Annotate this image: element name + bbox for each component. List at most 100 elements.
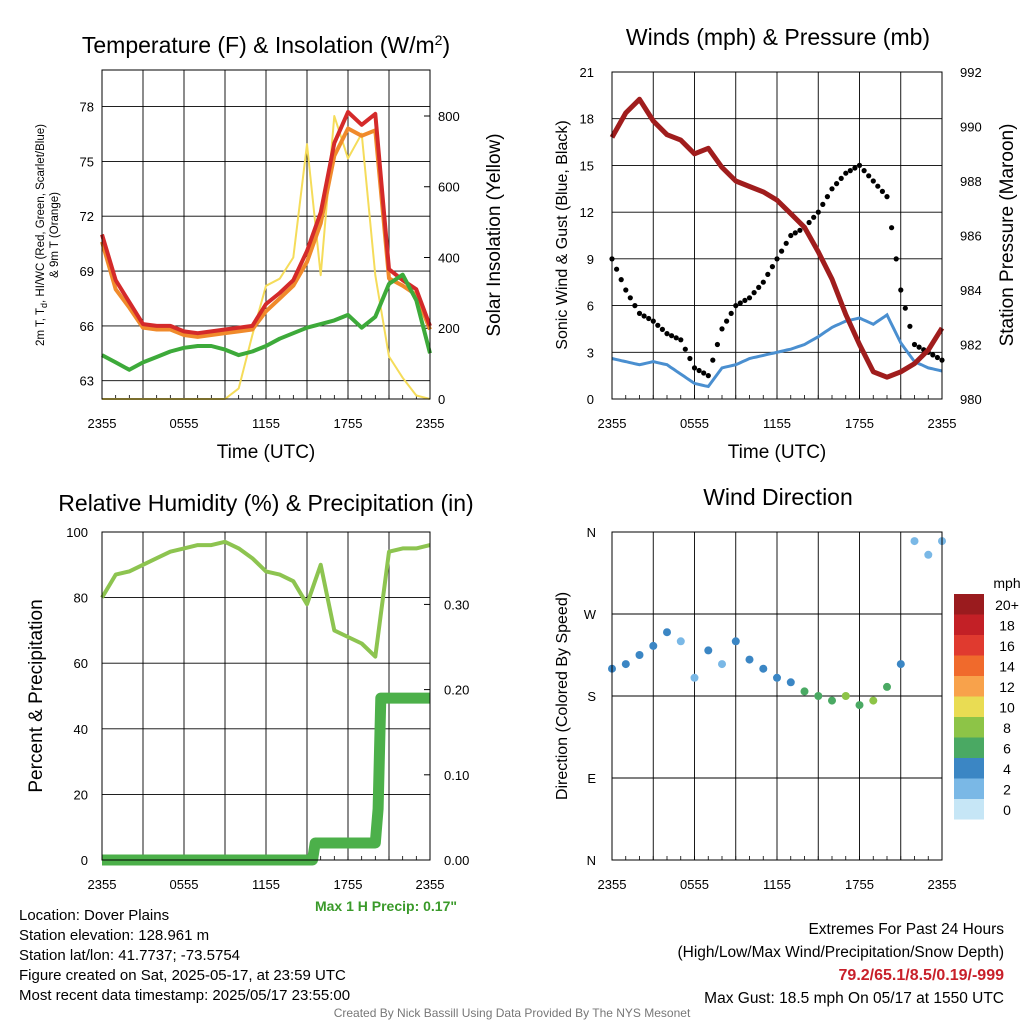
gust-point [714, 341, 721, 348]
y-axis-label-left: 2m T, Td, HI/WC (Red, Green, Scarlet/Blu… [35, 124, 49, 346]
gust-point [792, 230, 798, 236]
colorbar-label: 16 [999, 638, 1015, 654]
gust-point [627, 295, 633, 301]
y-left-tick-label: 75 [80, 154, 94, 169]
gust-point [751, 290, 757, 296]
y-tick-label: N [587, 525, 596, 540]
y-left-tick-label: 18 [580, 112, 594, 127]
chart-panel-2: Winds (mph) & Pressure (mb) 2355 0555 1155 1… [554, 24, 1018, 463]
gust-point [756, 284, 762, 290]
colorbar-label: 8 [1003, 720, 1011, 736]
gust-point [866, 173, 872, 179]
direction-point [718, 660, 726, 669]
direction-point [676, 637, 685, 646]
x-tick-label: 1755 [334, 416, 363, 431]
extremes-subtitle: (High/Low/Max Wind/Precipitation/Snow De… [677, 944, 1005, 961]
recent-timestamp: Most recent data timestamp: 2025/05/17 2… [19, 987, 351, 1004]
gust-point [618, 277, 624, 283]
gust-point [737, 300, 743, 306]
y-left-tick-label: 63 [80, 374, 94, 389]
gust-point [902, 305, 908, 311]
y-right-tick-label: 992 [960, 65, 982, 80]
x-tick-label: 2355 [416, 877, 445, 892]
station-info: Location: Dover Plains Station elevation… [19, 906, 350, 1006]
gust-point [806, 219, 812, 226]
y-left-tick-label: 21 [580, 65, 594, 80]
x-axis-label: Time (UTC) [217, 442, 316, 463]
gust-point [934, 354, 941, 361]
colorbar-cell [954, 799, 984, 820]
y-left-tick-label: 78 [80, 100, 94, 115]
gust-point [719, 326, 725, 332]
chart-title: Wind Direction [703, 484, 853, 510]
colorbar-cell [954, 614, 984, 635]
colorbar-cell [954, 635, 984, 656]
y-right-tick-label: 600 [438, 180, 460, 195]
station-location: Location: Dover Plains [19, 907, 170, 924]
gust-point [673, 335, 679, 341]
direction-point [759, 664, 768, 673]
direction-point [896, 660, 905, 669]
gust-point [760, 279, 766, 285]
gust-point [636, 310, 643, 316]
gust-point [746, 295, 753, 301]
y-left-tick-label: 20 [74, 787, 88, 802]
extremes-panel: Extremes For Past 24 Hours (High/Low/Max… [678, 918, 1005, 1010]
colorbar-cell [954, 778, 984, 799]
y-left-tick-label: 40 [74, 722, 88, 737]
x-tick-label: 1755 [845, 877, 874, 892]
gust-point [646, 315, 652, 322]
gust-point [682, 346, 688, 352]
colorbar-label: 6 [1003, 741, 1011, 757]
gust-point [742, 297, 748, 303]
y-left-tick-label: 0 [81, 853, 88, 868]
y-left-tick-label: 0 [587, 392, 594, 407]
direction-point [690, 673, 699, 682]
gust-point [870, 178, 876, 184]
y-right-tick-label: 400 [438, 250, 460, 265]
x-tick-label: 0555 [170, 877, 199, 892]
series-line-td [101, 272, 432, 372]
series-line-sonic-wind [611, 312, 943, 389]
x-tick-label: 1755 [845, 416, 874, 431]
chart-title: Relative Humidity (%) & Precipitation (i… [58, 490, 473, 516]
gust-point [916, 344, 922, 350]
colorbar-cell [954, 758, 984, 779]
gust-point [889, 225, 895, 231]
colorbar-label: 0 [1003, 802, 1011, 818]
gust-point [733, 303, 739, 309]
y-axis-label: Direction (Colored By Speed) [554, 592, 571, 800]
y-axis-label-right: Station Pressure (Maroon) [997, 124, 1018, 347]
direction-point [649, 641, 658, 650]
gust-point [728, 310, 734, 316]
y-left-tick-label: 80 [74, 591, 88, 606]
colorbar-cell [954, 717, 984, 738]
gust-point [696, 367, 702, 374]
gust-point [623, 287, 629, 293]
extremes-values: 79.2/65.1/8.5/0.19/-999 [838, 967, 1004, 984]
gust-point [852, 165, 858, 171]
y-left-tick-label: 9 [587, 252, 594, 267]
station-elevation: Station elevation: 128.961 m [19, 927, 210, 944]
y-axis-label-left: Sonic Wind & Gust (Blue, Black) [554, 120, 571, 349]
direction-point [663, 628, 671, 637]
y-right-tick-label: 980 [960, 392, 982, 407]
y-right-tick-label: 200 [438, 321, 460, 336]
plot-frame [101, 69, 431, 400]
gust-point [678, 337, 684, 343]
y-right-tick-label: 982 [960, 338, 982, 353]
x-tick-label: 0555 [170, 416, 199, 431]
colorbar-cell [954, 737, 984, 758]
chart-panel-3: Relative Humidity (%) & Precipitation (i… [26, 490, 474, 914]
x-tick-label: 2355 [928, 416, 957, 431]
gust-point [710, 357, 716, 363]
direction-point [745, 655, 754, 664]
series-line-station-pressure [609, 96, 945, 380]
y-right-tick-label: 984 [960, 283, 982, 298]
direction-point [910, 537, 919, 546]
gust-point [898, 287, 904, 293]
series-line-relative-humidity [100, 539, 431, 659]
figure-created: Figure created on Sat, 2025-05-17, at 23… [19, 967, 346, 984]
